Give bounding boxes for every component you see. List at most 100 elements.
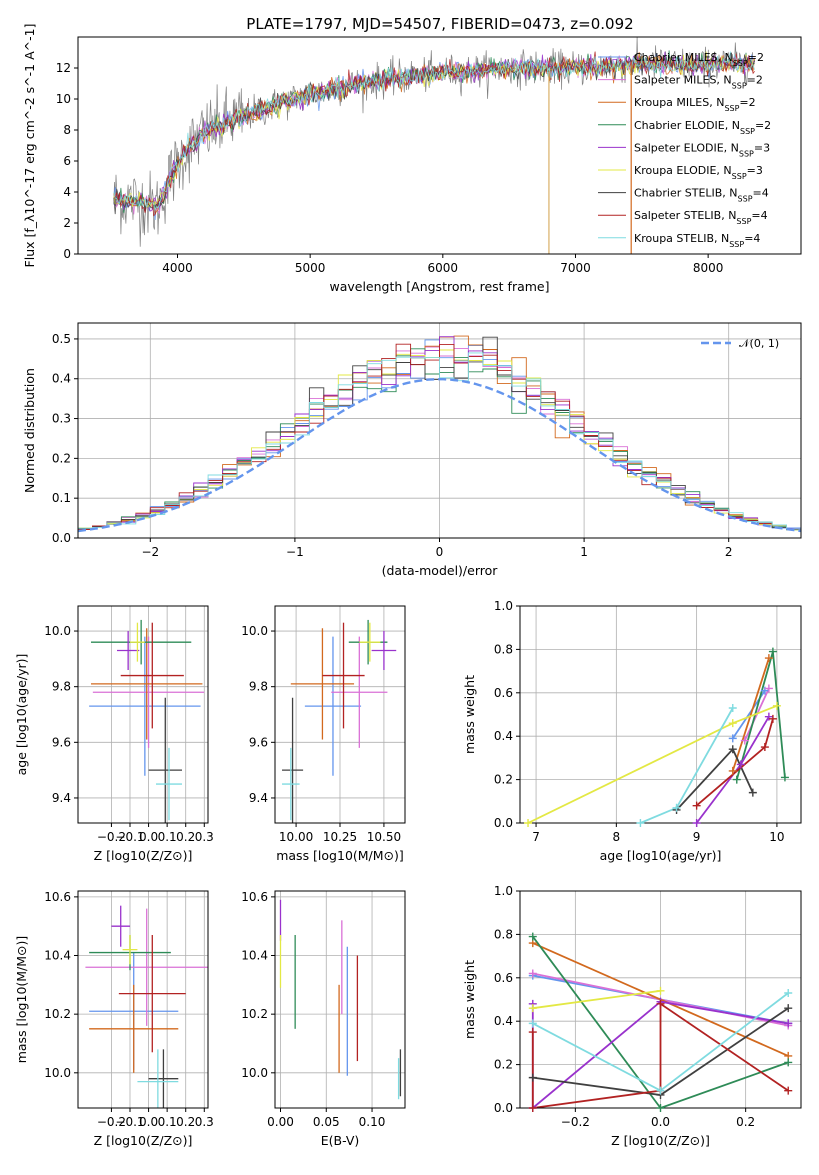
x-tick-label: 0.3 (195, 830, 214, 844)
panel-mass-vs-ebv: 0.00 0.05 0.10 10.0 10.2 10.4 10.6 E(B-V) (241, 890, 406, 1148)
weight-marker (728, 766, 737, 775)
axes-frame (77, 890, 209, 1109)
histogram-4 (78, 336, 801, 530)
legend-entry: Kroupa ELODIE, NSSP=3 (634, 164, 763, 181)
panel-age-vs-mass: 10.00 10.25 10.50 9.4 9.6 9.8 10.0 mass [log10(… (241, 605, 406, 863)
x-tick-label: 0.0 (139, 830, 158, 844)
x-tick-label: 0.2 (176, 830, 195, 844)
weight-marker (528, 1073, 537, 1082)
y-tick-label: 1.0 (494, 884, 513, 898)
x-axis-label: E(B-V) (321, 1133, 360, 1148)
x-tick-label: 0.05 (313, 1115, 340, 1129)
x-axis-label: wavelength [Angstrom, rest frame] (329, 279, 549, 294)
y-tick-label: 0.2 (52, 451, 71, 465)
y-tick-label: 12 (56, 61, 71, 75)
y-tick-label: 9.4 (249, 791, 268, 805)
y-tick-label: 0.6 (494, 686, 513, 700)
y-axis-label: Flux [f_λ10^-17 erg cm^-2 s^-1 A^-1] (22, 24, 37, 268)
x-tick-label: 8000 (693, 261, 724, 275)
y-tick-label: 1.0 (494, 599, 513, 613)
y-tick-label: 0.4 (494, 729, 513, 743)
y-tick-label: 0.8 (494, 642, 513, 656)
legend-entry: Chabrier STELIB, NSSP=4 (634, 187, 769, 204)
x-tick-label: 0.3 (195, 1115, 214, 1129)
axes-frame (77, 36, 802, 255)
x-tick-label: −0.1 (115, 1115, 144, 1129)
y-tick-label: 0.4 (52, 372, 71, 386)
x-tick-label: 0.2 (176, 1115, 195, 1129)
weight-marker (768, 647, 777, 656)
y-tick-label: 10.0 (241, 1066, 268, 1080)
weight-marker (728, 745, 737, 754)
weight-marker (528, 969, 537, 978)
x-axis-label: age [log10(age/yr)] (600, 848, 722, 863)
y-axis-label: mass weight (462, 675, 477, 754)
y-tick-label: 0.0 (494, 816, 513, 830)
x-axis-label: Z [log10(Z/Z⊙)] (611, 1133, 710, 1148)
weight-marker (528, 932, 537, 941)
weight-marker (728, 719, 737, 728)
weight-marker (656, 999, 665, 1008)
weight-marker (760, 743, 769, 752)
figure-title: PLATE=1797, MJD=54507, FIBERID=0473, z=0… (246, 15, 633, 33)
x-tick-label: −0.1 (115, 830, 144, 844)
y-tick-label: 9.6 (52, 735, 71, 749)
y-tick-label: 9.4 (52, 791, 71, 805)
weight-marker (784, 1086, 793, 1095)
x-tick-label: 10.50 (367, 830, 401, 844)
y-tick-label: 0.6 (494, 971, 513, 985)
x-tick-label: 0.1 (158, 830, 177, 844)
y-tick-label: 10.4 (241, 949, 268, 963)
plot-area (279, 899, 402, 1100)
weight-line-5 (532, 989, 661, 1010)
panel-spectrum: 4000 5000 6000 7000 8000 0 2 4 6 8 10 12 wavelength … (22, 24, 802, 294)
legend-entry: Salpeter MILES, NSSP=2 (634, 74, 763, 91)
axes-frame (274, 605, 406, 824)
plot-area (282, 619, 397, 823)
y-tick-label: 10.0 (44, 624, 71, 638)
weight-marker (772, 701, 781, 710)
y-tick-label: 0.0 (52, 531, 71, 545)
weight-marker (528, 1104, 537, 1112)
x-tick-label: −1 (286, 545, 304, 559)
weight-marker (740, 736, 749, 745)
x-tick-label: 0 (436, 545, 444, 559)
x-tick-label: 10.25 (323, 830, 357, 844)
weight-line-3 (532, 936, 789, 1108)
panel-mass-vs-z: −0.2−0.10.0 0.1 0.2 0.3 10.0 10.2 10.4 10.6 Z [l… (14, 890, 214, 1148)
model-spectrum-8 (113, 51, 755, 212)
y-axis-label: mass [log10(M/M⊙)] (14, 936, 29, 1064)
y-tick-label: 10.2 (241, 1007, 268, 1021)
plot-area (527, 651, 786, 823)
y-tick-label: 2 (63, 216, 71, 230)
x-tick-label: 0.10 (359, 1115, 386, 1129)
plot-area (89, 619, 205, 823)
y-tick-label: 10.4 (44, 949, 71, 963)
histogram-7 (78, 343, 801, 530)
legend-entry: Kroupa MILES, NSSP=2 (634, 96, 756, 113)
axes-frame (519, 605, 802, 824)
x-tick-label: 8 (613, 830, 621, 844)
model-spectrum-5 (113, 51, 755, 209)
y-axis-label: age [log10(age/yr)] (14, 654, 29, 776)
y-tick-label: 10.0 (44, 1066, 71, 1080)
plot-area (85, 905, 208, 1108)
normal-reference-curve (78, 378, 801, 533)
weight-marker (748, 788, 757, 797)
weight-marker (728, 703, 737, 712)
weight-marker (732, 775, 741, 784)
weight-marker (656, 986, 665, 995)
y-tick-label: 10.6 (44, 890, 71, 904)
y-axis-label: mass weight (462, 960, 477, 1039)
y-tick-label: 0.5 (52, 332, 71, 346)
legend-entry: Salpeter STELIB, NSSP=4 (634, 209, 768, 226)
y-tick-label: 0.2 (494, 1058, 513, 1072)
x-axis-label: Z [log10(Z/Z⊙)] (94, 1133, 193, 1148)
y-tick-label: 0.4 (494, 1014, 513, 1028)
y-tick-label: 6 (63, 154, 71, 168)
x-tick-label: −2 (141, 545, 159, 559)
y-tick-label: 10.0 (241, 624, 268, 638)
weight-marker (768, 714, 777, 723)
weight-marker (528, 1004, 537, 1013)
